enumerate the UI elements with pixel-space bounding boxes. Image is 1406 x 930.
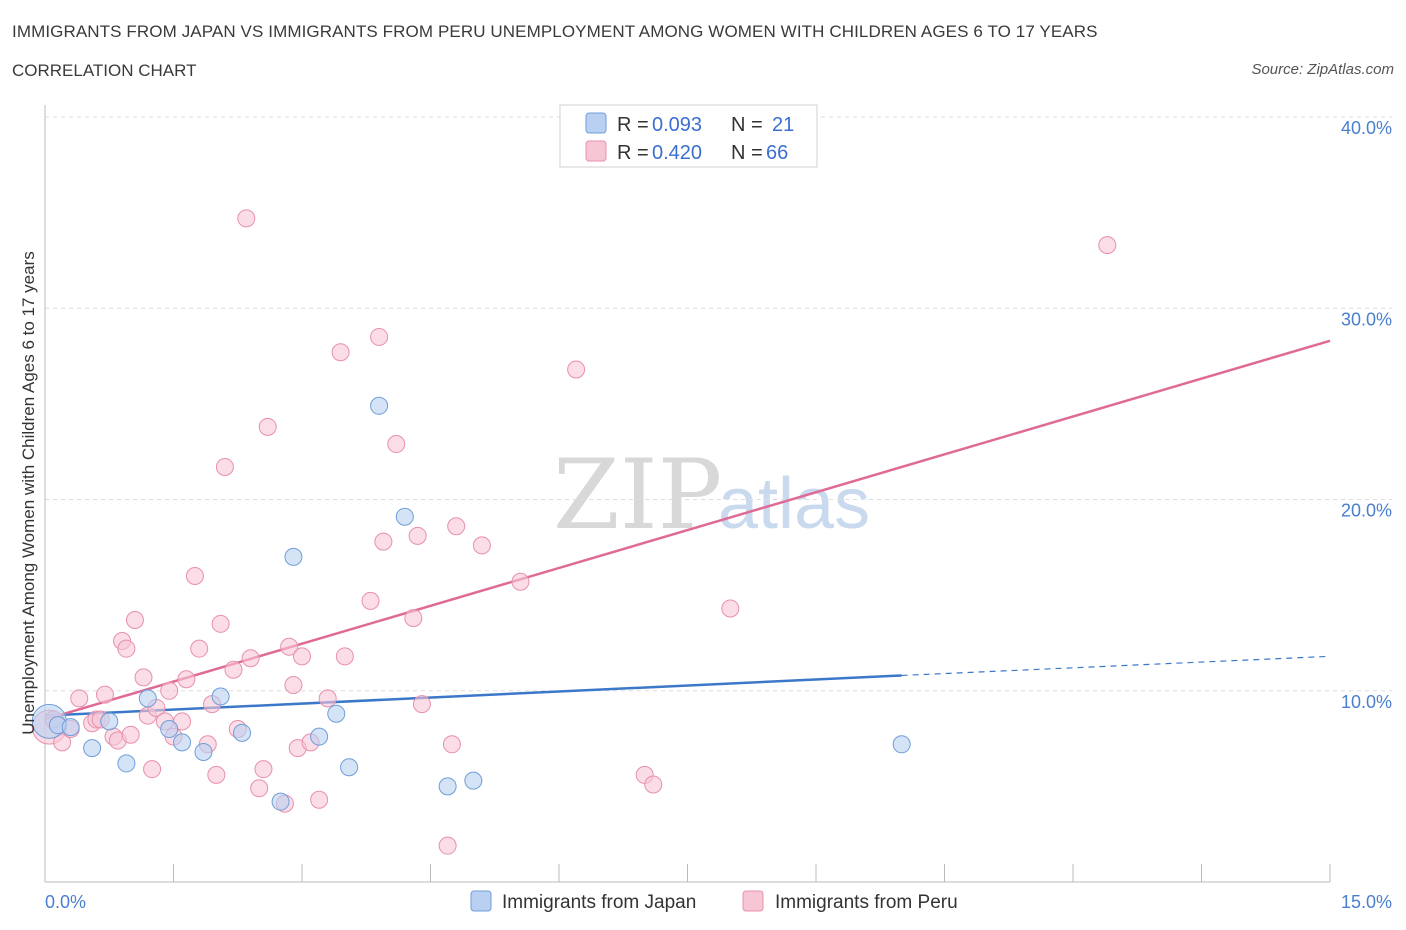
- point-peru: [567, 360, 586, 379]
- legend-r-label-peru: R =: [617, 142, 649, 164]
- point-peru: [644, 775, 663, 794]
- correlation-legend: R = 0.093 N = 21 R = 0.420 N = 66: [559, 104, 818, 168]
- point-peru: [447, 517, 466, 536]
- point-peru: [387, 435, 406, 454]
- point-peru: [442, 735, 461, 754]
- legend-n-label-peru: N =: [731, 142, 763, 164]
- point-peru: [331, 343, 350, 362]
- y-axis-label: Unemployment Among Women with Children A…: [19, 251, 38, 735]
- point-peru: [310, 790, 329, 809]
- y-tick-label: 10.0%: [1341, 692, 1392, 712]
- data-points: [31, 209, 1117, 855]
- point-peru: [1098, 236, 1117, 255]
- point-japan: [327, 704, 346, 723]
- y-tick-label: 40.0%: [1341, 118, 1392, 138]
- point-peru: [143, 760, 162, 779]
- point-peru: [370, 327, 389, 346]
- point-peru: [721, 599, 740, 618]
- point-peru: [335, 647, 354, 666]
- watermark-zip: ZIP: [553, 439, 722, 551]
- point-peru: [241, 649, 260, 668]
- point-peru: [408, 526, 427, 545]
- point-peru: [117, 639, 136, 658]
- point-japan: [61, 718, 80, 737]
- trend-line-japan: [44, 674, 902, 717]
- legend-r-label-japan: R =: [617, 114, 649, 136]
- legend-n-value-japan: 21: [772, 114, 794, 136]
- point-peru: [438, 836, 457, 855]
- legend-r-value-japan: 0.093: [652, 114, 702, 136]
- point-japan: [284, 547, 303, 566]
- point-peru: [185, 567, 204, 585]
- bottom-legend-swatch-japan: [470, 890, 492, 912]
- point-japan: [194, 742, 213, 761]
- point-peru: [254, 760, 273, 779]
- legend-n-label-japan: N =: [731, 114, 763, 136]
- point-peru: [121, 725, 140, 744]
- point-peru: [70, 689, 89, 708]
- watermark-atlas: atlas: [718, 464, 870, 544]
- point-japan: [117, 754, 136, 773]
- point-peru: [258, 417, 277, 436]
- point-peru: [211, 614, 230, 633]
- chart-title: IMMIGRANTS FROM JAPAN VS IMMIGRANTS FROM…: [12, 22, 1098, 41]
- series-legend: Immigrants from Japan Immigrants from Pe…: [470, 890, 958, 913]
- point-peru: [224, 660, 243, 679]
- point-peru: [177, 670, 196, 689]
- point-japan: [211, 687, 230, 706]
- axes: [44, 105, 1331, 883]
- point-japan: [138, 689, 157, 708]
- point-peru: [215, 457, 234, 476]
- point-peru: [237, 209, 256, 228]
- point-japan: [271, 792, 290, 811]
- point-japan: [438, 777, 457, 796]
- point-japan: [83, 739, 102, 758]
- tick-labels: 10.0% 20.0% 30.0% 40.0% 0.0% 15.0%: [45, 118, 1392, 912]
- point-peru: [472, 536, 491, 555]
- point-peru: [293, 647, 311, 666]
- point-peru: [207, 765, 226, 784]
- gridlines: [45, 116, 1392, 692]
- point-japan: [173, 733, 192, 752]
- x-tick-label-max: 15.0%: [1341, 892, 1392, 912]
- point-peru: [511, 572, 530, 591]
- point-peru: [412, 695, 431, 714]
- trend-line-extension-japan: [901, 655, 1331, 677]
- y-tick-label: 30.0%: [1341, 309, 1392, 329]
- point-japan: [340, 758, 359, 777]
- bottom-legend-label-peru: Immigrants from Peru: [775, 892, 958, 913]
- point-japan: [370, 396, 389, 415]
- point-peru: [284, 676, 303, 695]
- point-japan: [233, 723, 252, 742]
- point-japan: [892, 735, 911, 754]
- point-japan: [395, 507, 414, 526]
- point-peru: [250, 779, 269, 798]
- point-peru: [125, 610, 144, 629]
- bottom-legend-label-japan: Immigrants from Japan: [502, 892, 696, 913]
- point-japan: [464, 771, 483, 790]
- point-japan: [310, 727, 329, 746]
- legend-swatch-japan: [585, 112, 607, 134]
- y-tick-label: 20.0%: [1341, 501, 1392, 521]
- point-japan: [100, 712, 119, 731]
- point-peru: [190, 639, 209, 658]
- point-peru: [280, 637, 299, 656]
- point-peru: [160, 681, 179, 700]
- source-note: Source: ZipAtlas.com: [1251, 61, 1394, 78]
- point-peru: [134, 668, 153, 687]
- legend-r-value-peru: 0.420: [652, 142, 702, 164]
- chart-subtitle: CORRELATION CHART: [12, 61, 197, 80]
- point-peru: [374, 532, 393, 551]
- bottom-legend-swatch-peru: [742, 890, 764, 912]
- point-peru: [53, 733, 72, 752]
- point-peru: [318, 689, 337, 708]
- legend-swatch-peru: [585, 140, 607, 162]
- point-peru: [404, 609, 423, 628]
- point-japan: [160, 720, 179, 738]
- x-tick-label-min: 0.0%: [45, 892, 86, 912]
- legend-n-value-peru: 66: [766, 142, 788, 164]
- point-peru: [95, 685, 114, 704]
- point-peru: [361, 591, 380, 610]
